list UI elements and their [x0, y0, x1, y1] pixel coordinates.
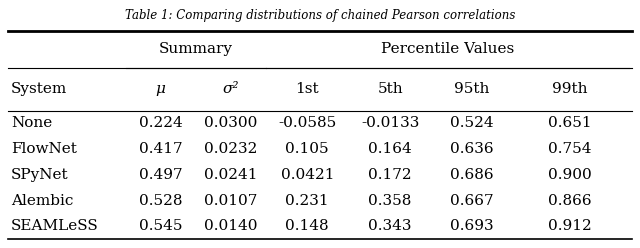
Text: 0.417: 0.417: [139, 142, 182, 156]
Text: 0.0421: 0.0421: [280, 168, 334, 182]
Text: μ: μ: [156, 82, 166, 96]
Text: Summary: Summary: [159, 42, 233, 56]
Text: 0.545: 0.545: [139, 219, 182, 233]
Text: 0.224: 0.224: [139, 116, 182, 130]
Text: -0.0133: -0.0133: [361, 116, 419, 130]
Text: 0.866: 0.866: [548, 194, 592, 208]
Text: 0.0232: 0.0232: [204, 142, 257, 156]
Text: 99th: 99th: [552, 82, 588, 96]
Text: 5th: 5th: [378, 82, 403, 96]
Text: 0.497: 0.497: [139, 168, 182, 182]
Text: SPyNet: SPyNet: [11, 168, 68, 182]
Text: 0.0107: 0.0107: [204, 194, 257, 208]
Text: 0.0140: 0.0140: [204, 219, 257, 233]
Text: 0.528: 0.528: [139, 194, 182, 208]
Text: 0.0241: 0.0241: [204, 168, 257, 182]
Text: -0.0585: -0.0585: [278, 116, 337, 130]
Text: 0.900: 0.900: [548, 168, 592, 182]
Text: 0.0300: 0.0300: [204, 116, 257, 130]
Text: System: System: [11, 82, 67, 96]
Text: 0.105: 0.105: [285, 142, 329, 156]
Text: 0.148: 0.148: [285, 219, 329, 233]
Text: 0.358: 0.358: [369, 194, 412, 208]
Text: Percentile Values: Percentile Values: [381, 42, 514, 56]
Text: None: None: [11, 116, 52, 130]
Text: 0.912: 0.912: [548, 219, 592, 233]
Text: σ²: σ²: [223, 82, 239, 96]
Text: 95th: 95th: [454, 82, 489, 96]
Text: 0.231: 0.231: [285, 194, 329, 208]
Text: SEAMLeSS: SEAMLeSS: [11, 219, 99, 233]
Text: 0.667: 0.667: [449, 194, 493, 208]
Text: 0.754: 0.754: [548, 142, 592, 156]
Text: Alembic: Alembic: [11, 194, 74, 208]
Text: 0.651: 0.651: [548, 116, 592, 130]
Text: FlowNet: FlowNet: [11, 142, 77, 156]
Text: 0.172: 0.172: [368, 168, 412, 182]
Text: 0.343: 0.343: [369, 219, 412, 233]
Text: 1st: 1st: [296, 82, 319, 96]
Text: 0.524: 0.524: [449, 116, 493, 130]
Text: 0.693: 0.693: [449, 219, 493, 233]
Text: 0.686: 0.686: [449, 168, 493, 182]
Text: Table 1: Comparing distributions of chained Pearson correlations: Table 1: Comparing distributions of chai…: [125, 9, 515, 22]
Text: 0.636: 0.636: [449, 142, 493, 156]
Text: 0.164: 0.164: [368, 142, 412, 156]
